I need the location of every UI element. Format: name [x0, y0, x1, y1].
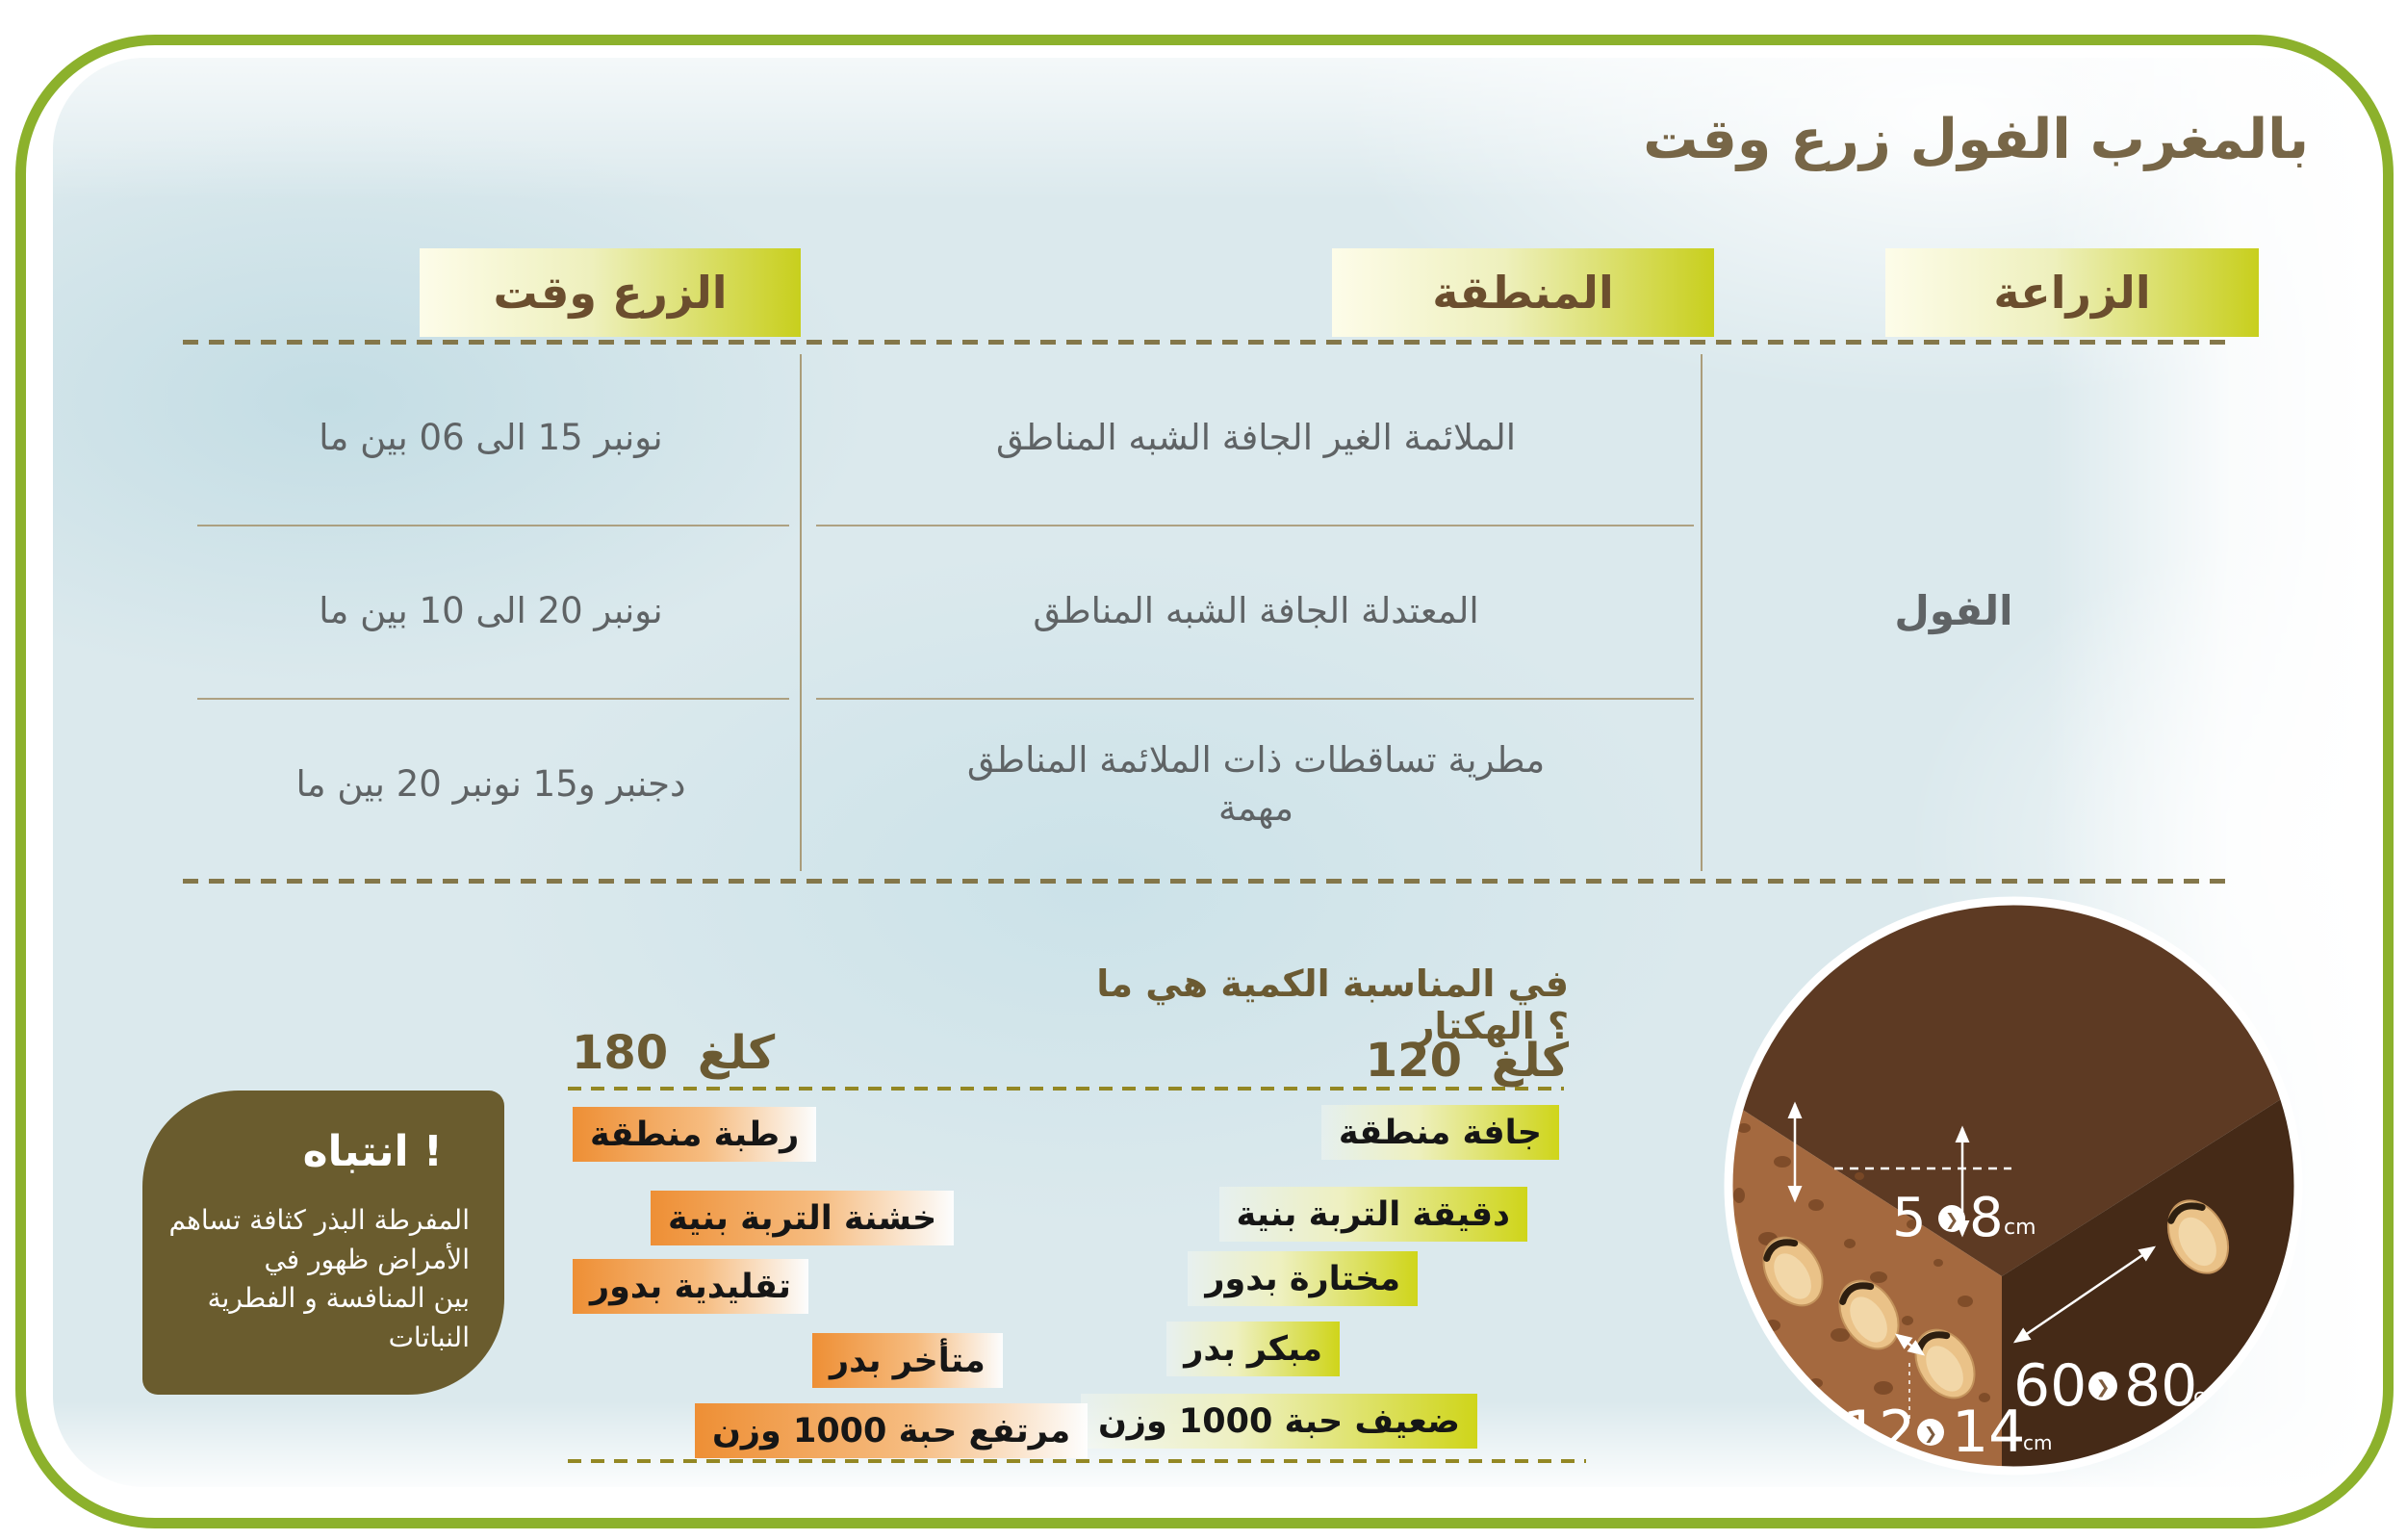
tag-early-sowing: بدر مبكر — [1166, 1322, 1340, 1376]
chevron-circle-icon — [1917, 1419, 1944, 1446]
table-cell-time-1: ما بين 06 الى 15 نونبر — [319, 417, 663, 459]
table-cell-time-2: ما بين 10 الى 20 نونبر — [319, 590, 663, 632]
measurement-depth: 5 ❯ 8 cm — [1892, 1187, 2036, 1249]
chevron-icon: ❯ — [1945, 1211, 1959, 1230]
amount-wet-180kg: 180 كلغ — [572, 1026, 776, 1080]
chevron-circle-icon — [2088, 1372, 2117, 1400]
circle-white-ring — [1724, 896, 2303, 1476]
attention-body: تساهم كثافة البذر المفرطة في ظهور الأمرا… — [168, 1204, 470, 1353]
seed-spacing-arrow — [1894, 1333, 1926, 1356]
attention-note: انتباه ! تساهم كثافة البذر المفرطة في ظه… — [142, 1091, 504, 1395]
tag-fine-soil: بنية التربة دقيقة — [1218, 1187, 1527, 1242]
measure-value: 5 — [1892, 1187, 1927, 1249]
column-divider — [800, 354, 802, 871]
chevron-circle-icon — [1938, 1205, 1965, 1232]
column-header-region: المنطقة — [1332, 248, 1714, 337]
tag-low-1000-seed-weight: وزن 1000 حبة ضعيف — [1080, 1394, 1477, 1449]
column-divider — [1701, 354, 1703, 871]
dashed-divider-top — [183, 340, 2225, 345]
tag-traditional-seeds: بدور تقليدية — [573, 1259, 808, 1314]
measure-unit: cm — [2023, 1431, 2052, 1454]
dashed-divider-bottom — [568, 1459, 1586, 1463]
measure-value: 60 — [2013, 1352, 2087, 1420]
row-spacing-arrow — [2012, 1245, 2157, 1344]
tag-high-1000-seed-weight: وزن 1000 حبة مرتفع — [695, 1403, 1088, 1458]
table-cell-region-2: المناطق الشبه الجافة المعتدلة — [1033, 590, 1479, 632]
measure-arrows — [1787, 1101, 2157, 1423]
quantity-question: ما هي الكمية المناسبة في الهكتار ؟ — [1096, 962, 1569, 1047]
tag-dry-area: منطقة جافة — [1320, 1105, 1559, 1160]
tag-late-sowing: بدر متأخر — [812, 1333, 1003, 1388]
row-divider — [197, 698, 789, 700]
tag-coarse-soil: بنية التربة خشنة — [651, 1191, 955, 1245]
column-header-sowing-time: وقت الزرع — [420, 248, 801, 337]
tag-selected-seeds: بدور مختارة — [1188, 1251, 1418, 1306]
dashed-divider-quantity — [568, 1087, 1564, 1091]
table-cell-crop: الفول — [1894, 586, 2013, 634]
table-cell-region-3: المناطق الملائمة ذات تساقطات مطرية مهمة — [966, 739, 1546, 829]
page-title: وقت زرع الفول بالمغرب — [1643, 108, 2309, 171]
seed-icon — [2166, 1199, 2230, 1274]
column-header-crop: الزراعة — [1885, 248, 2259, 337]
measure-value: 8 — [1969, 1187, 2004, 1249]
measure-unit: cm — [2004, 1216, 2036, 1240]
row-divider — [816, 698, 1694, 700]
soil-cross-section-illustration: 5 ❯ 8 cm 60 ❯ 80 cm 12 ❯ 14 cm — [1715, 887, 2312, 1484]
measure-value: 14 — [1952, 1399, 2025, 1466]
row-divider — [816, 525, 1694, 526]
chevron-icon: ❯ — [2095, 1377, 2110, 1398]
seed-icon — [1762, 1236, 1824, 1307]
tag-humid-area: منطقة رطبة — [573, 1107, 817, 1162]
dashed-divider-middle — [183, 879, 2225, 884]
table-cell-region-1: المناطق الشبه الجافة الغير الملائمة — [995, 417, 1517, 459]
soil-diagram: 5 ❯ 8 cm 60 ❯ 80 cm 12 ❯ 14 cm — [1724, 896, 2303, 1476]
table-cell-time-3: ما بين 20 نونبر و15 دجنبر — [295, 763, 686, 806]
amount-dry-120kg: 120 كلغ — [1365, 1034, 1569, 1088]
row-divider — [197, 525, 789, 526]
chevron-icon: ❯ — [1924, 1424, 1937, 1444]
attention-title: انتباه ! — [302, 1127, 443, 1176]
seed-icon — [1838, 1279, 1900, 1350]
